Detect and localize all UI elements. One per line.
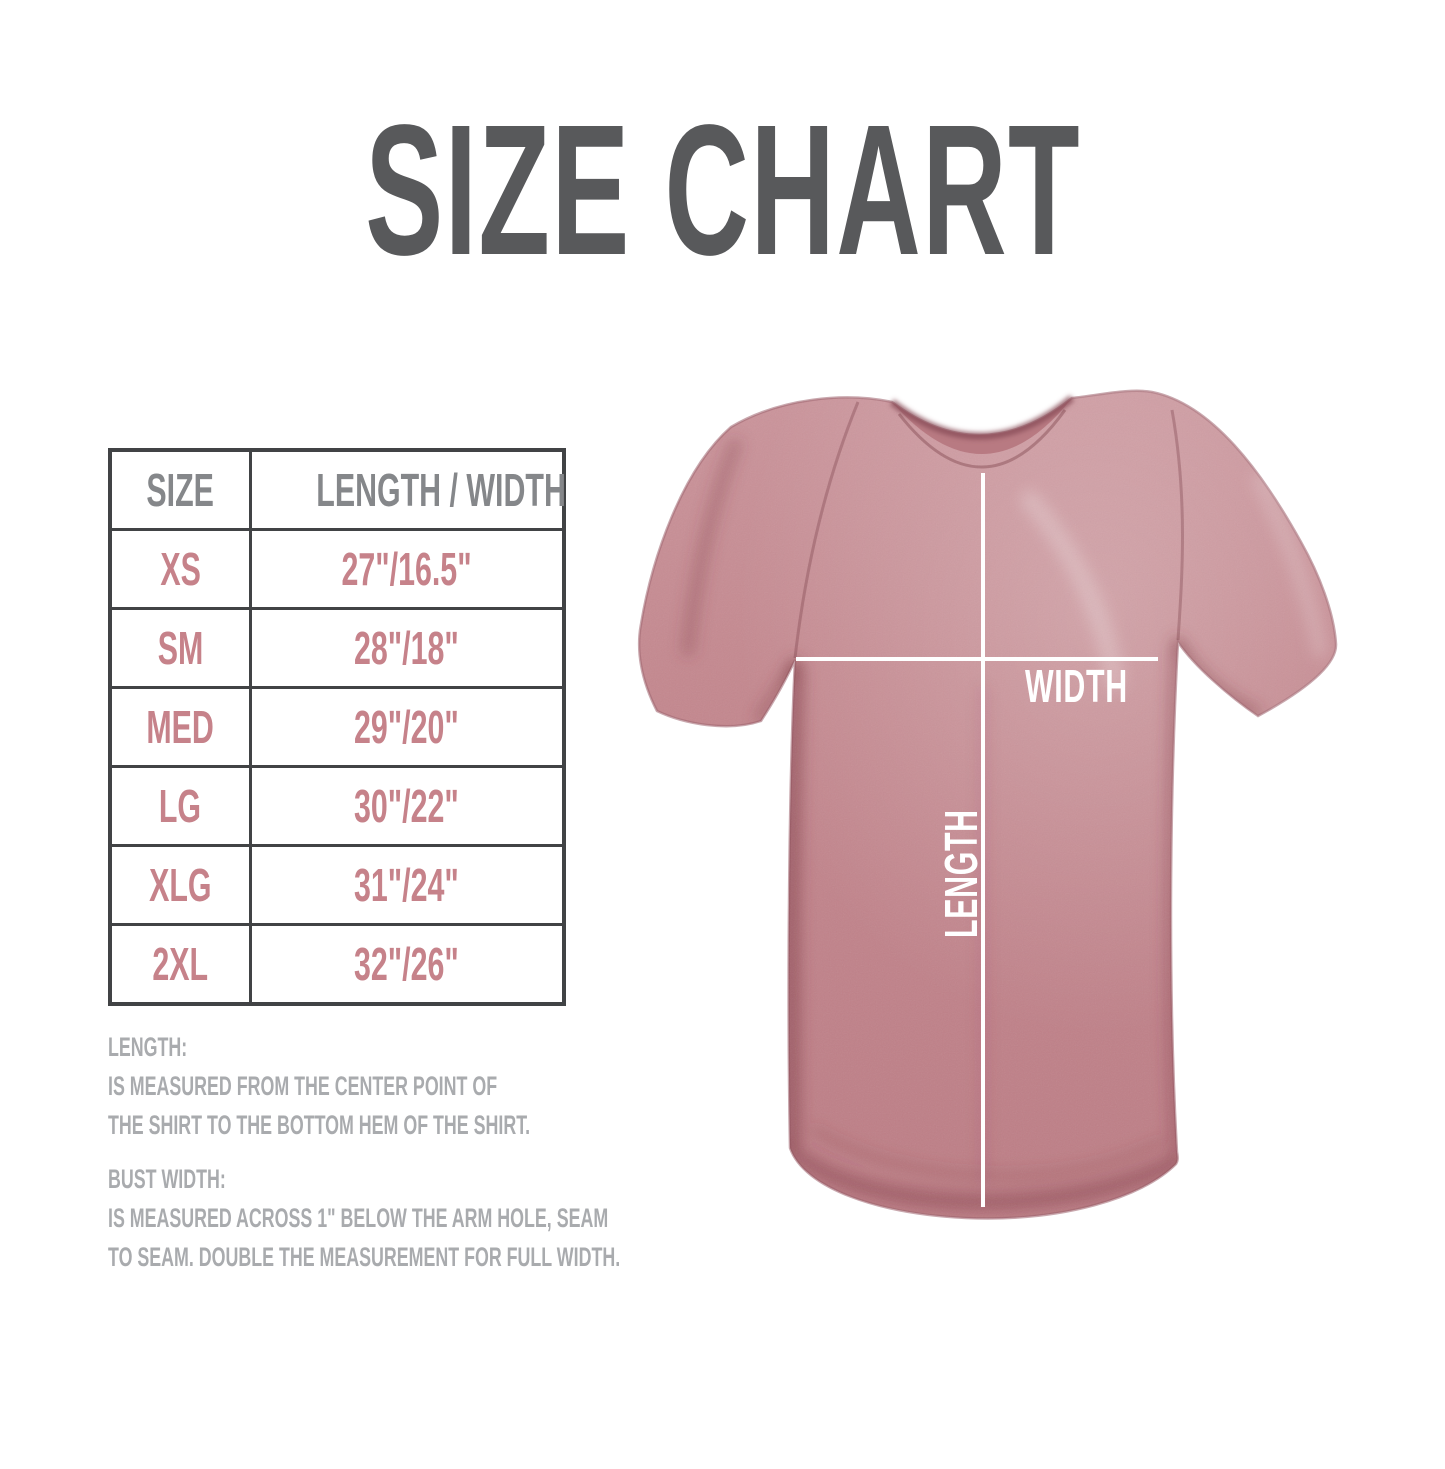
page-title-row: SIZE CHART bbox=[0, 98, 1445, 284]
bust-note-line-1: IS MEASURED ACROSS 1" BELOW THE ARM HOLE… bbox=[108, 1199, 748, 1238]
measurement-notes: LENGTH: IS MEASURED FROM THE CENTER POIN… bbox=[108, 1028, 748, 1277]
collar-band bbox=[892, 398, 1072, 455]
size-cell: 2XL bbox=[108, 923, 252, 1006]
measurement-value: 27"/16.5" bbox=[341, 543, 472, 595]
measurement-value: 29"/20" bbox=[354, 701, 460, 753]
length-label: LENGTH bbox=[937, 809, 988, 938]
left-armhole-seam bbox=[793, 401, 860, 659]
bust-note-line-2-text: TO SEAM. DOUBLE THE MEASUREMENT FOR FULL… bbox=[108, 1242, 621, 1272]
size-value: SM bbox=[157, 622, 204, 674]
table-row-2xl: 2XL 32"/26" bbox=[108, 923, 566, 1006]
measurement-cell: 30"/22" bbox=[248, 765, 566, 847]
bust-note-line-1-text: IS MEASURED ACROSS 1" BELOW THE ARM HOLE… bbox=[108, 1203, 609, 1233]
length-width-column-header-text: LENGTH / WIDTH bbox=[315, 464, 566, 516]
length-width-column-header: LENGTH / WIDTH bbox=[248, 448, 566, 531]
length-note-line-2-text: THE SHIRT TO THE BOTTOM HEM OF THE SHIRT… bbox=[108, 1110, 531, 1140]
size-table-header-row: SIZE LENGTH / WIDTH bbox=[108, 448, 566, 531]
tshirt-measurement-diagram: WIDTH LENGTH bbox=[637, 389, 1338, 1220]
size-cell: MED bbox=[108, 686, 252, 768]
width-label: WIDTH bbox=[1025, 662, 1128, 713]
measurement-value: 28"/18" bbox=[354, 622, 460, 674]
page-title: SIZE CHART bbox=[364, 87, 1081, 294]
measurement-value: 32"/26" bbox=[354, 938, 460, 990]
size-value: XLG bbox=[149, 859, 212, 911]
measurement-cell: 31"/24" bbox=[248, 844, 566, 926]
bust-note-line-2: TO SEAM. DOUBLE THE MEASUREMENT FOR FULL… bbox=[108, 1238, 748, 1277]
table-row-med: MED 29"/20" bbox=[108, 686, 566, 768]
heather-texture bbox=[639, 390, 1337, 1219]
length-note-line-1-text: IS MEASURED FROM THE CENTER POINT OF bbox=[108, 1071, 498, 1101]
size-value: LG bbox=[159, 780, 202, 832]
table-row-sm: SM 28"/18" bbox=[108, 607, 566, 689]
right-armhole-seam bbox=[1170, 409, 1184, 641]
measurement-value: 31"/24" bbox=[354, 859, 460, 911]
length-note-heading: LENGTH: bbox=[108, 1028, 748, 1067]
bust-note-heading-text: BUST WIDTH: bbox=[108, 1164, 226, 1194]
size-cell: XS bbox=[108, 528, 252, 610]
length-note-line-2: THE SHIRT TO THE BOTTOM HEM OF THE SHIRT… bbox=[108, 1106, 748, 1145]
table-row-xs: XS 27"/16.5" bbox=[108, 528, 566, 610]
length-note-heading-text: LENGTH: bbox=[108, 1032, 188, 1062]
size-cell: LG bbox=[108, 765, 252, 847]
seams bbox=[793, 401, 1184, 659]
size-column-header: SIZE bbox=[108, 448, 252, 531]
collar-inner-shadow bbox=[889, 395, 1075, 440]
size-cell: XLG bbox=[108, 844, 252, 926]
measurement-cell: 32"/26" bbox=[248, 923, 566, 1006]
measurement-cell: 28"/18" bbox=[248, 607, 566, 689]
collar-seam bbox=[897, 409, 1067, 469]
measurement-overlay: WIDTH LENGTH bbox=[796, 473, 1158, 1207]
length-note-line-1: IS MEASURED FROM THE CENTER POINT OF bbox=[108, 1067, 748, 1106]
measurement-cell: 27"/16.5" bbox=[248, 528, 566, 610]
bust-note-heading: BUST WIDTH: bbox=[108, 1160, 748, 1199]
tshirt-graphic bbox=[637, 389, 1338, 1220]
size-column-header-text: SIZE bbox=[146, 464, 214, 516]
measurement-value: 30"/22" bbox=[354, 780, 460, 832]
size-value: MED bbox=[146, 701, 214, 753]
measurement-cell: 29"/20" bbox=[248, 686, 566, 768]
size-value: 2XL bbox=[152, 938, 209, 990]
table-row-lg: LG 30"/22" bbox=[108, 765, 566, 847]
collar bbox=[889, 395, 1075, 469]
size-value: XS bbox=[159, 543, 201, 595]
table-row-xlg: XLG 31"/24" bbox=[108, 844, 566, 926]
size-table: SIZE LENGTH / WIDTH XS 27"/16.5" SM 28"/… bbox=[108, 448, 566, 1006]
size-cell: SM bbox=[108, 607, 252, 689]
